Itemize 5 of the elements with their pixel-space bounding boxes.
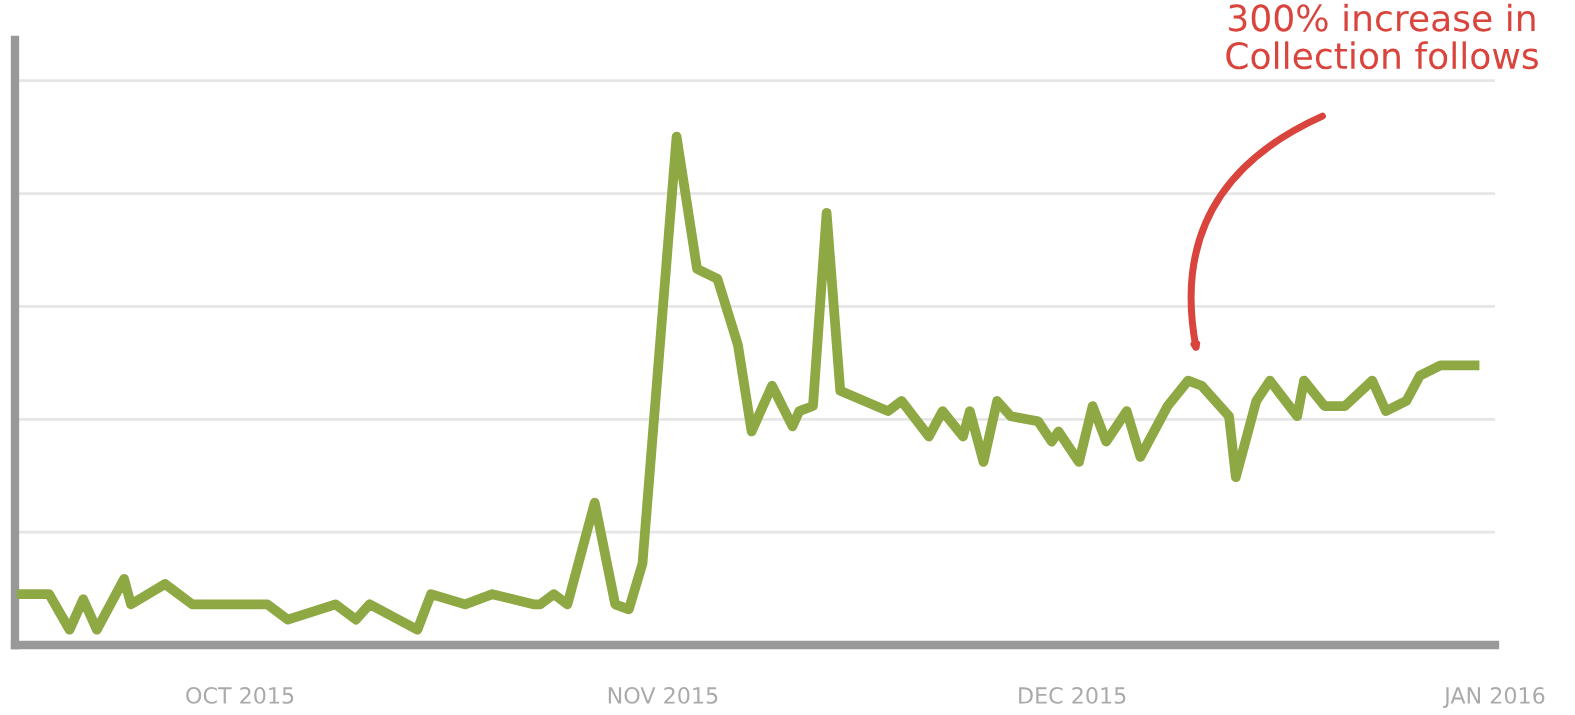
x-tick-label: NOV 2015 xyxy=(608,687,718,704)
x-tick-label: DEC 2015 xyxy=(1019,687,1126,704)
text: 300% increase in Collection follows xyxy=(1226,3,1538,70)
x-tick-label: JAN 2016 xyxy=(1443,687,1545,708)
x-tick-label: OCT 2015 xyxy=(186,687,294,704)
